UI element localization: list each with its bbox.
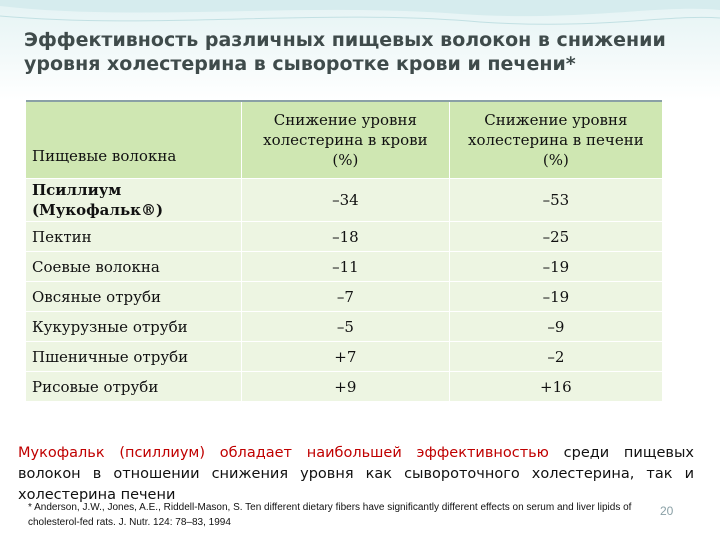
table-row: Соевые волокна –11 –19	[26, 251, 662, 282]
fiber-table-container: Пищевые волокна Снижение уровня холестер…	[26, 100, 662, 402]
blood-value: –5	[240, 311, 450, 342]
blood-value: –34	[240, 178, 450, 222]
table-row: Кукурузные отруби –5 –9	[26, 311, 662, 342]
table-row: Псиллиум (Мукофальк®) –34 –53	[26, 178, 662, 222]
reference-footnote: * Anderson, J.W., Jones, A.E., Riddell-M…	[28, 502, 632, 528]
header-liver: Снижение уровня холестерина в печени (%)	[448, 102, 662, 179]
fiber-name: Кукурузные отруби	[26, 311, 242, 342]
blood-value: –11	[240, 251, 450, 282]
fiber-table: Пищевые волокна Снижение уровня холестер…	[26, 102, 662, 402]
summary-statement: Мукофальк (псиллиум) обладает наибольшей…	[18, 443, 694, 506]
liver-value: –9	[448, 311, 662, 342]
header-fiber: Пищевые волокна	[26, 102, 242, 179]
page-number: 20	[660, 504, 674, 518]
title-line-1: Эффективность различных пищевых волокон …	[24, 29, 666, 51]
fiber-name: Овсяные отруби	[26, 281, 242, 312]
liver-value: –2	[448, 341, 662, 372]
liver-value: –53	[448, 178, 662, 222]
summary-rest: среди пищевых волокон в отношении снижен…	[18, 444, 694, 503]
blood-value: –7	[240, 281, 450, 312]
background-wave	[0, 0, 720, 100]
blood-value: –18	[240, 221, 450, 252]
liver-value: –25	[448, 221, 662, 252]
fiber-name: Псиллиум (Мукофальк®)	[26, 178, 242, 222]
slide-title: Эффективность различных пищевых волокон …	[24, 28, 704, 76]
table-row: Пектин –18 –25	[26, 221, 662, 252]
fiber-name: Пектин	[26, 221, 242, 252]
fiber-name: Пшеничные отруби	[26, 341, 242, 372]
title-line-2: уровня холестерина в сыворотке крови и п…	[24, 53, 576, 75]
fiber-name: Рисовые отруби	[26, 371, 242, 402]
wave-decoration	[0, 0, 720, 25]
liver-value: +16	[448, 371, 662, 402]
table-row: Овсяные отруби –7 –19	[26, 281, 662, 312]
blood-value: +9	[240, 371, 450, 402]
table-header-row: Пищевые волокна Снижение уровня холестер…	[26, 102, 662, 179]
table-row: Рисовые отруби +9 +16	[26, 371, 662, 402]
liver-value: –19	[448, 251, 662, 282]
table-row: Пшеничные отруби +7 –2	[26, 341, 662, 372]
liver-value: –19	[448, 281, 662, 312]
summary-highlight: Мукофальк (псиллиум) обладает наибольшей…	[18, 444, 549, 461]
blood-value: +7	[240, 341, 450, 372]
header-blood: Снижение уровня холестерина в крови (%)	[240, 102, 450, 179]
fiber-name: Соевые волокна	[26, 251, 242, 282]
